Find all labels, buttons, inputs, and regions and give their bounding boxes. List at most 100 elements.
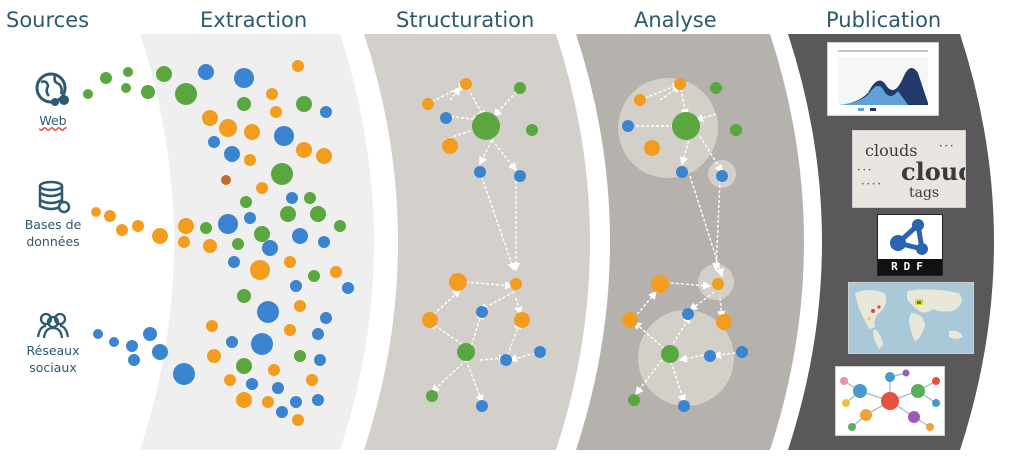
cloud-word-3: tags <box>909 185 940 201</box>
node-13 <box>178 218 194 234</box>
node-72 <box>312 328 324 340</box>
globe-icon <box>35 72 69 106</box>
node-39 <box>316 148 332 164</box>
publication-area-chart <box>827 42 939 116</box>
node-7 <box>175 83 197 105</box>
source-databases: Bases de données <box>8 180 98 250</box>
heading-publication: Publication <box>826 8 942 32</box>
node-70 <box>251 333 273 355</box>
node-159 <box>682 308 694 320</box>
edge-89 <box>465 83 485 120</box>
node-66 <box>294 300 306 312</box>
node-111 <box>514 82 526 94</box>
edge-134 <box>689 175 724 278</box>
node-113 <box>472 112 500 140</box>
edge-94 <box>491 139 517 172</box>
edge-145 <box>712 350 741 360</box>
node-115 <box>526 124 538 136</box>
node-61 <box>330 266 342 278</box>
node-123 <box>457 343 475 361</box>
node-160 <box>716 314 732 330</box>
node-127 <box>476 400 488 412</box>
node-162 <box>704 350 716 362</box>
node-124 <box>500 354 512 366</box>
edge-104 <box>505 320 522 361</box>
node-152 <box>644 140 660 156</box>
node-151 <box>672 112 700 140</box>
edge-92 <box>493 87 521 118</box>
node-79 <box>246 378 258 390</box>
cloud-word-2: cloud <box>901 157 965 186</box>
heading-sources: Sources <box>6 8 90 32</box>
edge-133 <box>699 135 723 174</box>
edge-106 <box>465 359 484 404</box>
node-38 <box>296 142 312 158</box>
node-75 <box>268 364 280 376</box>
node-125 <box>534 346 546 358</box>
node-153 <box>730 124 742 136</box>
node-126 <box>426 390 438 402</box>
node-2 <box>100 72 112 84</box>
node-64 <box>237 289 251 303</box>
publication-map <box>848 282 974 354</box>
node-161 <box>661 345 679 363</box>
edge-95 <box>479 171 516 272</box>
node-85 <box>276 406 288 418</box>
node-63 <box>342 282 354 294</box>
node-32 <box>320 106 332 118</box>
node-62 <box>290 280 302 292</box>
node-53 <box>262 240 278 256</box>
node-80 <box>272 382 284 394</box>
node-47 <box>254 226 270 242</box>
edge-97 <box>465 281 514 290</box>
rdf-label: RDF <box>878 259 942 275</box>
node-114 <box>442 138 458 154</box>
node-78 <box>224 374 236 386</box>
node-3 <box>123 67 133 77</box>
node-44 <box>240 196 252 208</box>
node-59 <box>284 256 296 268</box>
node-25 <box>292 60 304 72</box>
node-122 <box>514 312 530 328</box>
node-57 <box>228 256 240 268</box>
edge-135 <box>712 179 721 272</box>
node-28 <box>219 119 237 137</box>
node-84 <box>290 396 302 408</box>
node-110 <box>422 98 434 110</box>
node-43 <box>304 192 316 204</box>
node-109 <box>460 78 472 90</box>
node-49 <box>310 206 326 222</box>
edge-140 <box>632 321 669 353</box>
people-icon <box>36 312 70 339</box>
node-22 <box>198 64 214 80</box>
cloud-word-1: clouds <box>865 141 918 160</box>
node-10 <box>116 224 128 236</box>
node-6 <box>156 66 172 82</box>
node-42 <box>286 192 298 204</box>
node-74 <box>236 358 252 374</box>
node-156 <box>651 275 669 293</box>
node-56 <box>334 220 346 232</box>
node-21 <box>128 354 140 366</box>
node-19 <box>152 344 168 360</box>
edge-100 <box>514 297 523 316</box>
node-26 <box>237 97 251 111</box>
edge-99 <box>429 289 462 319</box>
node-155 <box>716 170 728 182</box>
node-12 <box>152 228 168 244</box>
publication-social-network <box>835 366 945 436</box>
node-150 <box>622 120 634 132</box>
node-58 <box>250 260 270 280</box>
node-23 <box>234 68 254 88</box>
node-31 <box>296 96 312 112</box>
node-51 <box>203 239 217 253</box>
publication-rdf-logo: RDF <box>877 214 943 276</box>
node-30 <box>274 126 294 146</box>
node-8 <box>91 207 101 217</box>
edge-132 <box>694 113 717 123</box>
edge-101 <box>428 321 471 351</box>
node-50 <box>200 222 212 234</box>
node-118 <box>449 273 467 291</box>
node-36 <box>244 154 256 166</box>
world-map-thumbnail <box>849 283 973 353</box>
